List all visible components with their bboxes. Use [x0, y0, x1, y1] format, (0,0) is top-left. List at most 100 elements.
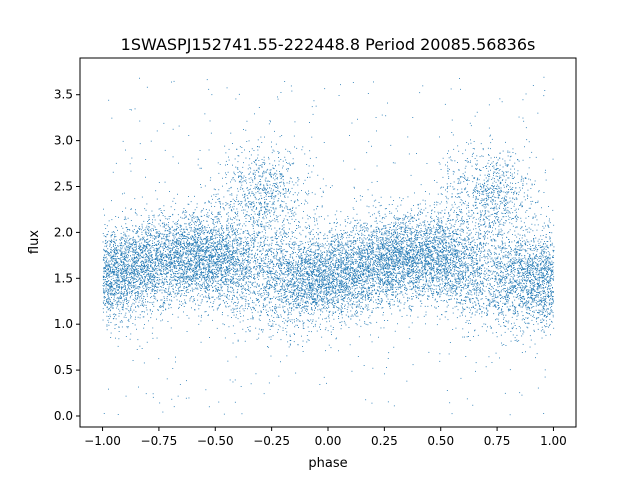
data-point — [368, 212, 370, 214]
data-point — [280, 286, 282, 287]
data-point — [444, 250, 446, 251]
data-point — [440, 236, 442, 237]
data-point — [205, 242, 207, 243]
data-point — [393, 300, 395, 302]
data-point — [382, 248, 384, 249]
data-point — [442, 259, 444, 261]
data-point — [276, 258, 277, 260]
data-point — [458, 181, 460, 183]
data-point — [241, 296, 243, 298]
data-point — [279, 257, 281, 259]
data-point — [228, 250, 230, 252]
data-point — [169, 283, 171, 285]
data-point — [310, 290, 312, 292]
data-point — [260, 192, 262, 194]
data-point — [429, 258, 431, 259]
data-point — [301, 273, 303, 275]
data-point — [340, 281, 342, 283]
data-point — [377, 296, 379, 297]
data-point — [198, 228, 200, 230]
data-point — [182, 274, 184, 276]
data-point — [535, 215, 537, 217]
data-point — [516, 242, 518, 244]
data-point — [495, 175, 497, 177]
data-point — [326, 298, 328, 300]
data-point — [141, 266, 143, 268]
data-point — [238, 249, 240, 251]
data-point — [292, 251, 294, 252]
data-point — [371, 244, 373, 246]
data-point — [346, 287, 347, 289]
data-point — [238, 264, 240, 266]
data-point — [405, 265, 407, 266]
data-point — [196, 233, 198, 235]
data-point — [229, 245, 231, 247]
data-point — [109, 316, 111, 318]
data-point — [412, 284, 414, 286]
data-point — [393, 226, 394, 228]
data-point — [485, 286, 487, 288]
data-point — [232, 177, 234, 179]
data-point — [317, 256, 318, 258]
data-point — [549, 295, 551, 297]
data-point — [471, 294, 473, 296]
data-point — [444, 259, 446, 261]
data-point — [283, 286, 285, 288]
data-point — [347, 273, 349, 275]
data-point — [179, 290, 181, 292]
data-point — [286, 267, 288, 269]
data-point — [443, 239, 445, 241]
data-point — [273, 279, 275, 281]
data-point — [393, 239, 395, 241]
data-point — [523, 268, 525, 270]
data-point — [236, 311, 238, 312]
data-point — [487, 261, 489, 263]
data-point — [410, 257, 412, 259]
data-point — [312, 314, 314, 316]
data-point — [436, 279, 437, 281]
data-point — [269, 263, 270, 265]
data-point — [222, 203, 224, 205]
data-point — [125, 291, 127, 293]
data-point — [402, 237, 404, 239]
data-point — [244, 289, 246, 290]
data-point — [157, 309, 159, 310]
data-point — [195, 261, 197, 263]
data-point — [405, 251, 407, 253]
data-point — [196, 276, 198, 278]
data-point — [253, 203, 255, 204]
data-point — [411, 253, 413, 255]
data-point — [288, 265, 290, 267]
data-point — [408, 261, 410, 263]
data-point — [385, 258, 387, 259]
data-point — [177, 273, 179, 275]
data-point — [385, 281, 387, 283]
data-point — [523, 263, 525, 264]
data-point — [306, 271, 308, 273]
data-point — [414, 256, 416, 258]
data-point — [531, 304, 533, 306]
data-point — [347, 306, 349, 308]
data-point — [505, 275, 506, 277]
data-point — [469, 273, 471, 275]
data-point — [397, 248, 399, 249]
data-point — [231, 253, 233, 255]
data-point — [308, 298, 310, 300]
data-point — [265, 171, 267, 173]
data-point — [382, 282, 383, 284]
data-point — [276, 178, 278, 180]
data-point — [459, 302, 461, 304]
data-point — [294, 265, 296, 266]
data-point — [277, 221, 279, 223]
data-point — [325, 295, 327, 296]
data-point — [552, 292, 554, 293]
data-point — [530, 258, 532, 260]
data-point — [216, 267, 218, 269]
data-point — [293, 252, 294, 254]
data-point — [113, 256, 115, 257]
data-point — [508, 215, 509, 217]
data-point — [125, 270, 126, 271]
data-point — [530, 196, 532, 198]
data-point — [278, 299, 280, 301]
data-point — [163, 306, 164, 308]
